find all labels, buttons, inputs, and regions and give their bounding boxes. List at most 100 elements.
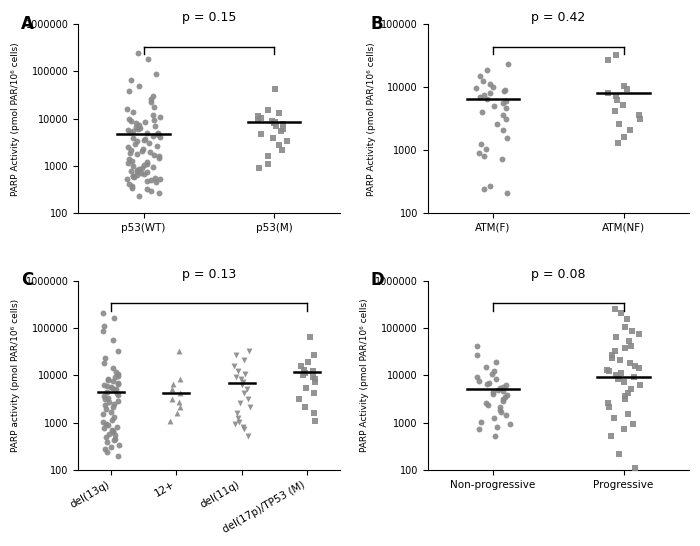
- Point: [498, 126, 509, 134]
- Point: [615, 309, 626, 318]
- Point: [142, 55, 153, 64]
- Point: [103, 376, 114, 384]
- Point: [608, 414, 620, 423]
- Point: [634, 381, 645, 389]
- Point: [106, 407, 117, 416]
- Point: [232, 408, 243, 417]
- Point: [125, 149, 136, 157]
- Point: [491, 422, 503, 431]
- Point: [132, 49, 144, 58]
- Point: [122, 175, 133, 184]
- Point: [470, 84, 482, 93]
- Point: [99, 445, 111, 454]
- Point: [482, 401, 493, 410]
- Point: [139, 135, 150, 144]
- Point: [101, 438, 112, 447]
- Point: [112, 347, 123, 356]
- Point: [266, 116, 277, 125]
- Point: [262, 159, 274, 168]
- Point: [234, 399, 246, 407]
- Point: [478, 90, 489, 99]
- Point: [127, 134, 139, 143]
- Point: [149, 174, 160, 182]
- Point: [606, 432, 617, 441]
- Point: [110, 434, 121, 443]
- Point: [634, 111, 645, 120]
- Y-axis label: PARP Activity (pmol PAR/10⁶ cells): PARP Activity (pmol PAR/10⁶ cells): [360, 299, 370, 452]
- Point: [112, 389, 123, 397]
- Point: [108, 413, 120, 422]
- Text: B: B: [370, 15, 383, 33]
- Point: [166, 394, 177, 403]
- Point: [148, 163, 159, 171]
- Point: [244, 403, 256, 412]
- Point: [472, 372, 483, 381]
- Point: [300, 369, 311, 377]
- Point: [256, 114, 267, 123]
- Point: [282, 136, 293, 145]
- Point: [620, 344, 631, 353]
- Point: [153, 128, 164, 137]
- Point: [139, 170, 150, 179]
- Point: [309, 416, 320, 425]
- Text: D: D: [370, 271, 384, 289]
- Point: [277, 124, 288, 133]
- Point: [97, 410, 108, 419]
- Point: [127, 171, 139, 180]
- Point: [134, 164, 145, 173]
- Point: [610, 371, 622, 379]
- Point: [612, 139, 623, 147]
- Point: [602, 365, 613, 374]
- Point: [489, 101, 500, 110]
- Point: [307, 367, 318, 376]
- Point: [108, 377, 119, 385]
- Point: [101, 448, 112, 456]
- Point: [165, 416, 176, 425]
- Point: [273, 140, 284, 149]
- Point: [150, 178, 162, 187]
- Point: [293, 394, 304, 403]
- Point: [298, 365, 309, 374]
- Point: [309, 351, 320, 359]
- Point: [146, 187, 157, 196]
- Point: [620, 392, 631, 401]
- Point: [624, 337, 635, 346]
- Point: [622, 314, 633, 323]
- Point: [299, 403, 310, 412]
- Point: [124, 127, 135, 136]
- Point: [126, 183, 137, 192]
- Y-axis label: PARP activity (pmol PAR/10⁶ cells): PARP activity (pmol PAR/10⁶ cells): [11, 299, 20, 452]
- Point: [109, 431, 120, 440]
- Point: [309, 408, 320, 417]
- Point: [473, 148, 484, 157]
- Point: [108, 427, 119, 436]
- Point: [133, 120, 144, 129]
- Point: [482, 380, 493, 389]
- Point: [475, 417, 486, 426]
- Text: p = 0.15: p = 0.15: [182, 11, 236, 24]
- Text: p = 0.08: p = 0.08: [531, 268, 585, 281]
- Point: [240, 370, 251, 379]
- Point: [253, 111, 264, 120]
- Point: [634, 364, 645, 372]
- Point: [168, 380, 179, 389]
- Point: [500, 104, 512, 113]
- Point: [142, 167, 153, 176]
- Point: [488, 389, 499, 398]
- Point: [155, 112, 166, 121]
- Text: C: C: [21, 271, 33, 289]
- Point: [134, 192, 145, 200]
- Point: [141, 185, 153, 194]
- Point: [174, 389, 186, 397]
- Point: [484, 80, 496, 88]
- Point: [622, 409, 634, 418]
- Point: [478, 151, 489, 160]
- Point: [612, 375, 623, 384]
- Point: [500, 115, 511, 123]
- Point: [484, 182, 496, 191]
- Point: [498, 87, 510, 96]
- Point: [228, 361, 239, 370]
- Point: [478, 76, 489, 85]
- Point: [147, 92, 158, 100]
- Point: [496, 408, 507, 417]
